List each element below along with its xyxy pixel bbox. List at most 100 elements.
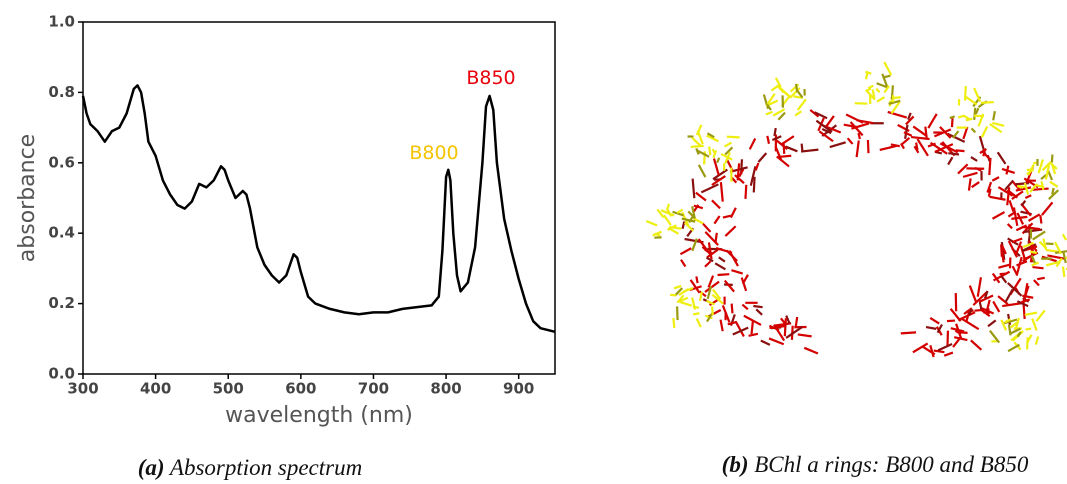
bond bbox=[692, 298, 695, 310]
bond bbox=[970, 286, 976, 303]
bond bbox=[976, 108, 979, 114]
bond bbox=[969, 178, 971, 190]
bond bbox=[971, 340, 981, 350]
bond bbox=[756, 309, 762, 314]
bond bbox=[1013, 266, 1017, 275]
bond bbox=[1025, 183, 1028, 194]
bond bbox=[981, 102, 994, 103]
bond bbox=[727, 137, 740, 138]
bond bbox=[713, 170, 727, 180]
x-tick-label: 500 bbox=[213, 380, 244, 398]
bond bbox=[683, 221, 685, 228]
bond bbox=[950, 116, 955, 118]
bond bbox=[1008, 213, 1014, 217]
bond bbox=[966, 97, 977, 105]
bond bbox=[1063, 234, 1066, 240]
bond bbox=[884, 76, 891, 78]
bond bbox=[998, 152, 1006, 164]
bond bbox=[680, 302, 691, 306]
bond bbox=[758, 153, 766, 162]
bond bbox=[848, 138, 853, 144]
bond bbox=[948, 157, 952, 164]
y-tick-label: 0.6 bbox=[48, 153, 75, 171]
bond bbox=[714, 216, 719, 224]
bond bbox=[1032, 263, 1039, 266]
caption-label: (a) bbox=[138, 455, 165, 480]
bond bbox=[709, 147, 710, 155]
bond bbox=[753, 306, 762, 307]
bond bbox=[1052, 155, 1053, 163]
x-tick-label: 400 bbox=[140, 380, 171, 398]
bond bbox=[719, 257, 725, 261]
bond bbox=[858, 133, 859, 139]
bond bbox=[721, 182, 723, 202]
bond bbox=[963, 173, 977, 177]
bond bbox=[708, 286, 711, 299]
bond bbox=[756, 163, 759, 170]
bond bbox=[1036, 337, 1038, 345]
bond bbox=[750, 138, 756, 149]
molecule-image bbox=[646, 62, 1067, 357]
bond bbox=[712, 306, 713, 315]
bond bbox=[926, 327, 936, 329]
bond bbox=[729, 251, 738, 266]
bond bbox=[993, 212, 1005, 219]
bond bbox=[954, 337, 967, 340]
bond bbox=[1011, 217, 1027, 219]
bond bbox=[1063, 267, 1064, 277]
bond bbox=[1026, 329, 1032, 330]
bond bbox=[699, 165, 706, 177]
bond bbox=[716, 233, 717, 243]
bond bbox=[856, 120, 873, 123]
bond bbox=[972, 128, 976, 132]
bond bbox=[922, 346, 935, 354]
bond bbox=[962, 319, 979, 329]
bond bbox=[993, 111, 995, 120]
bond bbox=[712, 200, 720, 208]
page: 0.00.20.40.60.81.0300400500600700800900 … bbox=[0, 0, 1067, 484]
bond bbox=[1036, 310, 1044, 321]
y-tick-label: 1.0 bbox=[48, 13, 75, 31]
bond bbox=[944, 353, 953, 356]
bond bbox=[693, 179, 695, 199]
bond bbox=[876, 89, 880, 93]
bond bbox=[1008, 224, 1012, 228]
bond bbox=[698, 131, 703, 145]
bond bbox=[786, 327, 802, 338]
caption: (a) Absorption spectrum bbox=[138, 455, 362, 480]
x-tick-label: 700 bbox=[358, 380, 389, 398]
bond bbox=[1050, 182, 1058, 187]
bond bbox=[731, 208, 736, 218]
bond bbox=[804, 348, 818, 354]
figure: 0.00.20.40.60.81.0300400500600700800900 … bbox=[0, 0, 1067, 484]
bond bbox=[705, 261, 711, 267]
caption: (b) BChl a rings: B800 and B850 bbox=[722, 452, 1029, 477]
bond bbox=[880, 146, 897, 150]
bond bbox=[1037, 278, 1045, 279]
bond bbox=[1018, 332, 1021, 337]
bond bbox=[868, 140, 869, 153]
bond bbox=[992, 123, 1004, 126]
bond bbox=[749, 334, 758, 336]
bond bbox=[982, 126, 987, 137]
annotation: B800 bbox=[409, 142, 458, 164]
bond bbox=[674, 286, 681, 288]
bond bbox=[705, 282, 719, 292]
bond bbox=[766, 112, 773, 115]
bond bbox=[738, 163, 739, 180]
bond bbox=[958, 164, 968, 173]
bond bbox=[718, 274, 730, 275]
x-tick-label: 800 bbox=[430, 380, 461, 398]
x-tick-label: 600 bbox=[285, 380, 316, 398]
bond bbox=[703, 224, 711, 232]
bond bbox=[715, 263, 725, 269]
bond bbox=[795, 111, 801, 115]
y-tick-label: 0.4 bbox=[48, 224, 75, 242]
bond bbox=[725, 143, 732, 147]
bond bbox=[696, 276, 697, 283]
bond bbox=[830, 142, 846, 147]
bond bbox=[928, 114, 936, 128]
bond bbox=[947, 321, 955, 322]
bond bbox=[670, 295, 676, 296]
bond bbox=[646, 221, 657, 225]
